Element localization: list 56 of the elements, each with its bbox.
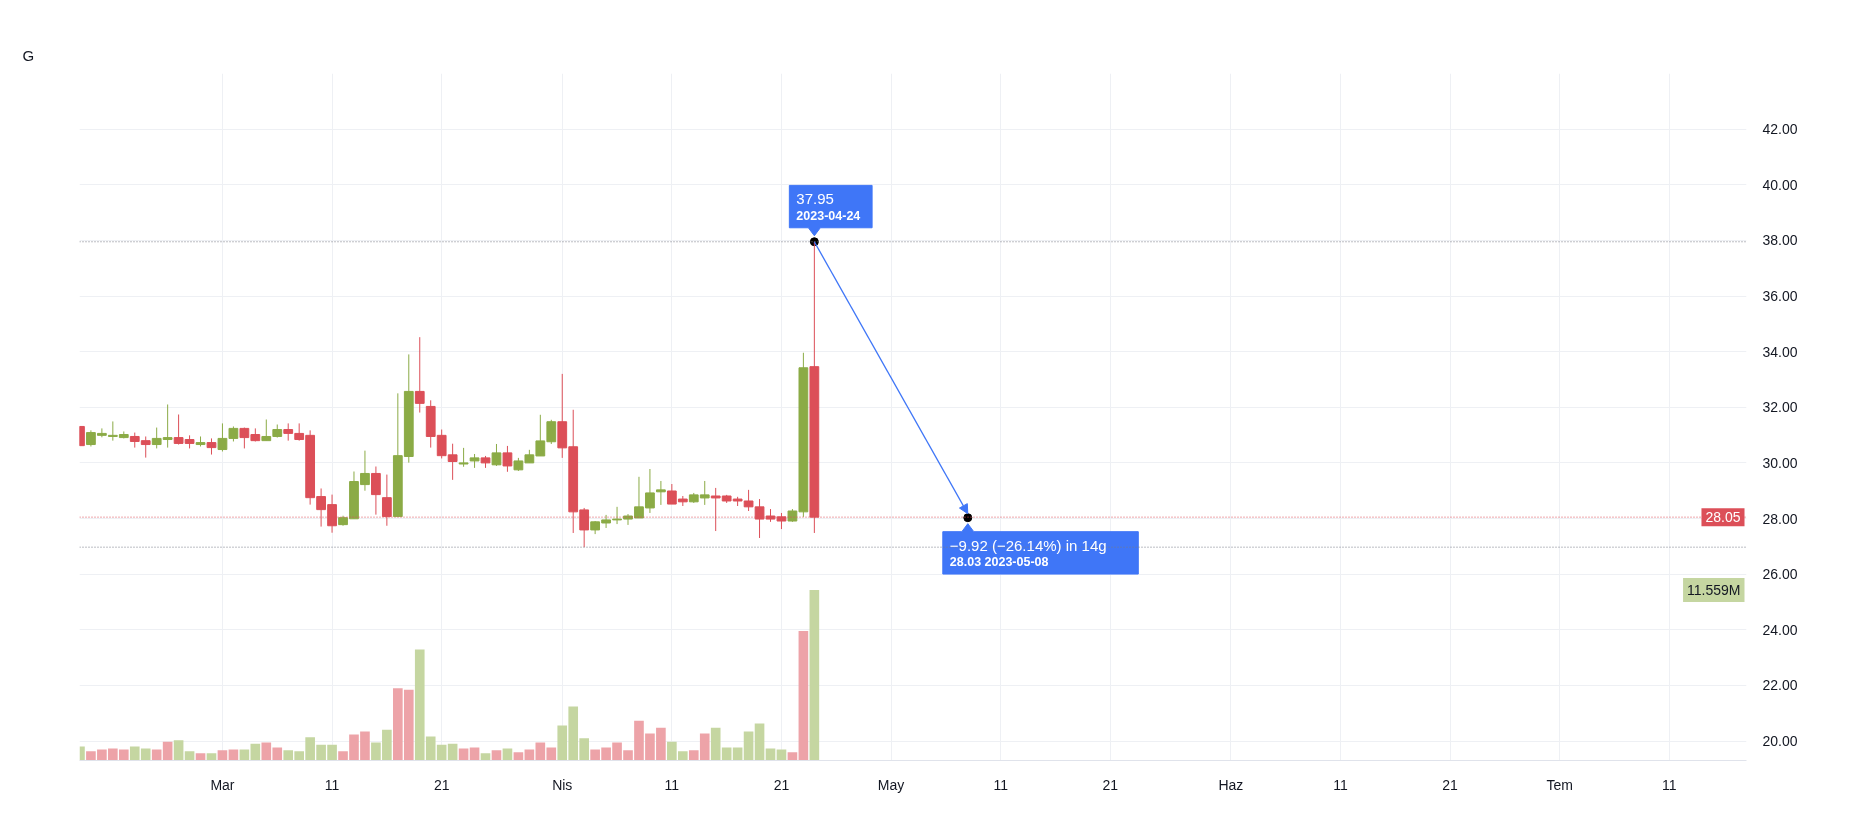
bar [239,749,250,761]
annotation: 11.559M [1687,582,1741,599]
x-tick-label: 21 [1442,776,1459,793]
x-tick-label: Mar [210,776,235,793]
bar [798,631,809,761]
bar [206,753,217,761]
bar [173,740,184,761]
bar [787,752,798,761]
x-tick-label: 11 [324,776,340,793]
ref-line-label: 28.05 [1705,509,1741,526]
bar [743,731,754,761]
x-tick-label: 11 [993,776,1009,793]
text: G [22,46,35,64]
bar [765,748,776,761]
y-tick-label: 28.00 [1762,510,1798,527]
y-tick-label: 24.00 [1762,621,1798,638]
x-tick-label: 11 [664,776,680,793]
x-tick-label: Tem [1546,776,1573,793]
candlestick [458,447,469,468]
annotation: 37.95 2023-04-24 [796,189,861,224]
x-tick-label: Haz [1218,776,1244,793]
bar [809,590,820,761]
annotation: −9.92 (−26.14%) in 14g 28.03 2023-05-08 [949,536,1107,570]
candlestick [502,445,513,473]
bar [228,749,239,761]
bar [491,750,502,761]
x-tick-label: 21 [1102,776,1119,793]
x-tick-label: Nis [552,776,573,793]
candlestick [414,336,425,414]
y-tick-label: 42.00 [1762,121,1798,138]
y-tick-label: 26.00 [1762,566,1798,583]
bar [754,723,765,761]
y-tick-label: 38.00 [1762,232,1798,249]
bar [776,749,787,761]
y-tick-label: 22.00 [1762,677,1798,694]
candlestick [656,480,666,506]
x-tick-label: 11 [1662,776,1677,793]
y-tick-label: 30.00 [1762,454,1798,471]
candlestick [371,466,381,516]
y-tick-label: 34.00 [1762,343,1798,360]
x-tick-label: 21 [773,776,790,793]
y-tick-label: 20.00 [1762,733,1798,750]
bar [184,751,195,761]
bar [458,748,469,761]
bar [502,748,513,761]
bar [217,750,228,761]
x-tick-label: May [877,776,905,793]
x-tick-label: 21 [433,776,450,793]
y-tick-label: 36.00 [1762,288,1798,305]
x-tick-label: 11 [1333,776,1348,793]
y-tick-label: 40.00 [1762,176,1798,193]
candlestick [491,443,502,467]
bar [480,753,491,761]
bar [513,752,524,761]
bar [195,753,206,761]
y-tick-label: 32.00 [1762,399,1798,416]
